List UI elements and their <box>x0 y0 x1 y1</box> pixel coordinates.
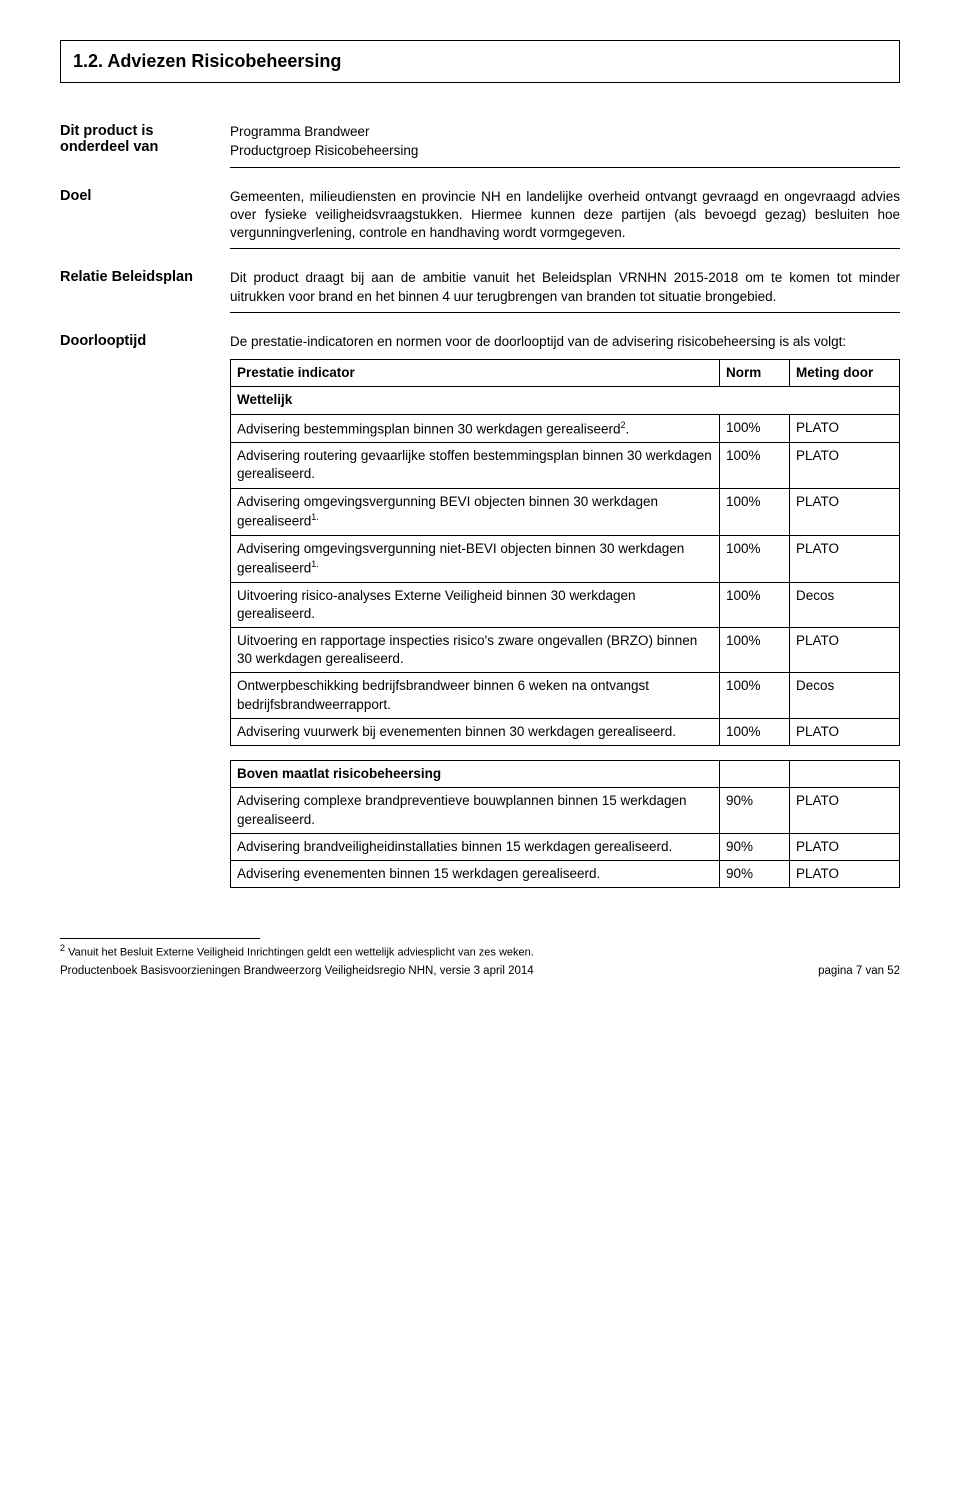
section-onderdeel: Dit product is onderdeel van Programma B… <box>60 123 900 168</box>
cell-indicator: Advisering routering gevaarlijke stoffen… <box>231 443 720 488</box>
section-relatie: Relatie Beleidsplan Dit product draagt b… <box>60 269 900 312</box>
subhead-bovenmaatlat: Boven maatlat risicobeheersing <box>231 761 720 788</box>
label-relatie: Relatie Beleidsplan <box>60 269 230 312</box>
cell-norm: 100% <box>720 582 790 627</box>
th-norm: Norm <box>720 360 790 387</box>
table-row: Advisering bestemmingsplan binnen 30 wer… <box>231 414 900 443</box>
cell-norm: 100% <box>720 628 790 673</box>
table-row: Uitvoering risico-analyses Externe Veili… <box>231 582 900 627</box>
label-doorlooptijd: Doorlooptijd <box>60 333 230 902</box>
table-row: Advisering complexe brandpreventieve bou… <box>231 788 900 833</box>
cell-indicator: Ontwerpbeschikking bedrijfsbrandweer bin… <box>231 673 720 718</box>
label-onderdeel: Dit product is onderdeel van <box>60 123 230 168</box>
table-row: Advisering brandveiligheidinstallaties b… <box>231 833 900 860</box>
footer-left: Productenboek Basisvoorzieningen Brandwe… <box>60 965 534 977</box>
th-indicator: Prestatie indicator <box>231 360 720 387</box>
cell-meting: Decos <box>790 673 900 718</box>
separator <box>230 312 900 313</box>
cell-indicator: Advisering complexe brandpreventieve bou… <box>231 788 720 833</box>
table-row: Uitvoering en rapportage inspecties risi… <box>231 628 900 673</box>
cell-meting: PLATO <box>790 833 900 860</box>
cell-meting: PLATO <box>790 443 900 488</box>
cell-indicator: Advisering omgevingsvergunning BEVI obje… <box>231 488 720 535</box>
cell-norm: 100% <box>720 718 790 745</box>
cell-norm: 100% <box>720 535 790 582</box>
cell-indicator: Advisering evenementen binnen 15 werkdag… <box>231 860 720 887</box>
cell-meting: PLATO <box>790 488 900 535</box>
body-doel: Gemeenten, milieudiensten en provincie N… <box>230 188 900 250</box>
separator <box>230 248 900 249</box>
footnote: 2 Vanuit het Besluit Externe Veiligheid … <box>60 943 900 959</box>
cell-norm: 90% <box>720 833 790 860</box>
doorlooptijd-intro: De prestatie-indicatoren en normen voor … <box>230 333 900 351</box>
body-onderdeel: Programma Brandweer Productgroep Risicob… <box>230 123 900 168</box>
page-footer: Productenboek Basisvoorzieningen Brandwe… <box>60 965 900 977</box>
footnote-separator <box>60 938 260 939</box>
table-row: Advisering routering gevaarlijke stoffen… <box>231 443 900 488</box>
cell-meting: PLATO <box>790 535 900 582</box>
cell-indicator: Advisering vuurwerk bij evenementen binn… <box>231 718 720 745</box>
subhead-wettelijk: Wettelijk <box>231 387 900 414</box>
table-row: Advisering evenementen binnen 15 werkdag… <box>231 860 900 887</box>
footer-right: pagina 7 van 52 <box>818 965 900 977</box>
cell-norm: 100% <box>720 443 790 488</box>
separator <box>230 167 900 168</box>
body-doorlooptijd: De prestatie-indicatoren en normen voor … <box>230 333 900 902</box>
cell-indicator: Uitvoering risico-analyses Externe Veili… <box>231 582 720 627</box>
table-row: Advisering omgevingsvergunning niet-BEVI… <box>231 535 900 582</box>
programma-line-1: Programma Brandweer <box>230 123 900 142</box>
cell-meting: PLATO <box>790 628 900 673</box>
cell-meting: PLATO <box>790 860 900 887</box>
body-relatie: Dit product draagt bij aan de ambitie va… <box>230 269 900 312</box>
doel-text: Gemeenten, milieudiensten en provincie N… <box>230 188 900 243</box>
cell-meting: PLATO <box>790 718 900 745</box>
cell-indicator: Uitvoering en rapportage inspecties risi… <box>231 628 720 673</box>
table-row: Advisering vuurwerk bij evenementen binn… <box>231 718 900 745</box>
cell-meting: Decos <box>790 582 900 627</box>
cell-meting: PLATO <box>790 788 900 833</box>
cell-norm: 100% <box>720 488 790 535</box>
document-page: 1.2. Adviezen Risicobeheersing Dit produ… <box>0 0 960 1007</box>
cell-norm: 100% <box>720 414 790 443</box>
label-doel: Doel <box>60 188 230 250</box>
title-box: 1.2. Adviezen Risicobeheersing <box>60 40 900 83</box>
relatie-text: Dit product draagt bij aan de ambitie va… <box>230 269 900 305</box>
cell-meting: PLATO <box>790 414 900 443</box>
cell-indicator: Advisering omgevingsvergunning niet-BEVI… <box>231 535 720 582</box>
programma-line-2: Productgroep Risicobeheersing <box>230 142 900 161</box>
th-meting: Meting door <box>790 360 900 387</box>
section-title: 1.2. Adviezen Risicobeheersing <box>73 51 887 72</box>
cell-norm: 100% <box>720 673 790 718</box>
cell-indicator: Advisering brandveiligheidinstallaties b… <box>231 833 720 860</box>
table-row: Advisering omgevingsvergunning BEVI obje… <box>231 488 900 535</box>
section-doorlooptijd: Doorlooptijd De prestatie-indicatoren en… <box>60 333 900 902</box>
cell-indicator: Advisering bestemmingsplan binnen 30 wer… <box>231 414 720 443</box>
section-doel: Doel Gemeenten, milieudiensten en provin… <box>60 188 900 250</box>
table-row: Ontwerpbeschikking bedrijfsbrandweer bin… <box>231 673 900 718</box>
cell-norm: 90% <box>720 860 790 887</box>
table-bovenmaatlat: Boven maatlat risicobeheersingAdvisering… <box>230 760 900 888</box>
cell-norm: 90% <box>720 788 790 833</box>
footnote-text: Vanuit het Besluit Externe Veiligheid In… <box>65 947 534 959</box>
table-wettelijk: Prestatie indicator Norm Meting door Wet… <box>230 359 900 746</box>
